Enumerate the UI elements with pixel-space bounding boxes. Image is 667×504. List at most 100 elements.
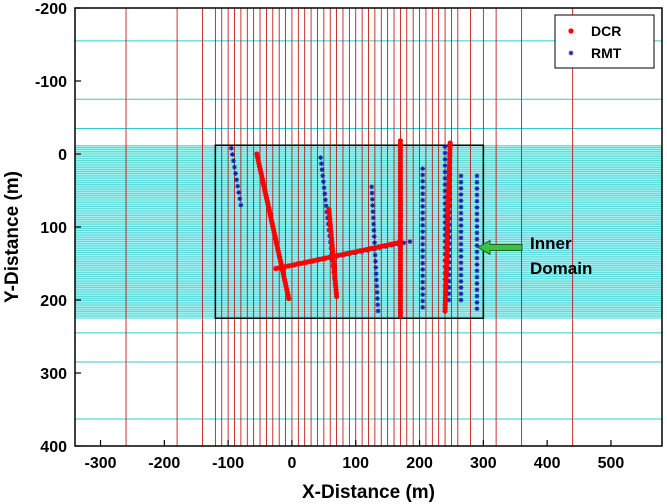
data-point-rmt — [474, 255, 480, 261]
data-point-rmt — [458, 235, 464, 241]
data-point-rmt — [407, 239, 413, 244]
data-point-rmt — [372, 240, 377, 246]
data-point-rmt — [318, 155, 324, 161]
data-point-rmt — [420, 178, 426, 184]
data-point-rmt — [458, 241, 464, 247]
data-point-dcr — [333, 293, 340, 299]
y-tick-label: 200 — [40, 293, 67, 310]
data-point-rmt — [474, 293, 480, 299]
data-point-rmt — [319, 167, 325, 173]
data-point-rmt — [370, 203, 376, 208]
data-point-rmt — [474, 192, 480, 198]
data-point-rmt — [474, 287, 480, 293]
data-point-rmt — [420, 279, 426, 285]
legend: DCR RMT — [554, 14, 655, 69]
data-point-rmt — [442, 156, 448, 162]
data-point-rmt — [233, 171, 238, 176]
x-tick-label: 200 — [406, 455, 433, 472]
y-tick-label: 100 — [40, 220, 67, 237]
data-point-rmt — [374, 289, 380, 295]
data-point-rmt — [474, 274, 480, 280]
x-axis-title: X-Distance (m) — [302, 482, 435, 503]
data-point-rmt — [234, 177, 240, 183]
data-point-rmt — [322, 191, 328, 197]
data-point-rmt — [474, 268, 480, 274]
data-point-rmt — [458, 216, 464, 222]
data-point-rmt — [474, 236, 480, 242]
data-point-rmt — [420, 267, 426, 272]
data-point-rmt — [420, 191, 426, 197]
data-point-rmt — [420, 298, 426, 304]
data-point-rmt — [420, 260, 426, 266]
series-dcr — [254, 138, 453, 319]
data-point-rmt — [474, 224, 480, 229]
data-point-rmt — [373, 258, 378, 264]
legend-label-dcr: DCR — [591, 23, 621, 39]
data-point-rmt — [458, 285, 464, 290]
data-point-rmt — [442, 144, 448, 150]
data-point-rmt — [458, 278, 464, 284]
data-point-rmt — [420, 248, 426, 253]
data-point-rmt — [323, 197, 328, 203]
inner-domain-annotation: Inner Domain — [477, 234, 592, 278]
data-point-rmt — [458, 173, 464, 179]
data-point-rmt — [374, 277, 379, 283]
y-tick-label: 300 — [40, 366, 67, 383]
data-point-rmt — [231, 158, 236, 164]
data-point-rmt — [320, 173, 326, 179]
data-point-rmt — [474, 230, 480, 236]
data-point-rmt — [318, 161, 324, 167]
data-point-rmt — [474, 198, 480, 204]
data-point-rmt — [420, 185, 426, 190]
data-point-rmt — [420, 241, 426, 247]
data-point-rmt — [458, 185, 464, 191]
data-point-dcr — [286, 295, 292, 302]
data-point-rmt — [442, 150, 448, 156]
data-point-rmt — [235, 183, 241, 189]
data-point-rmt — [458, 192, 464, 197]
annotation-text-domain: Domain — [530, 259, 592, 278]
data-point-rmt — [375, 302, 381, 308]
data-point-rmt — [374, 283, 380, 289]
data-point-rmt — [237, 196, 243, 202]
axis-ticks: -300 -200 -100 0 100 200 300 400 500 -200 -100 0 100… — [35, 1, 624, 472]
x-tick-label: 300 — [470, 455, 497, 472]
x-tick-label: -300 — [85, 455, 117, 472]
data-point-rmt — [321, 179, 326, 185]
data-point-rmt — [458, 198, 464, 204]
data-point-rmt — [369, 184, 375, 190]
data-point-rmt — [371, 227, 377, 233]
data-point-rmt — [323, 203, 329, 209]
data-point-rmt — [375, 296, 380, 301]
x-tick-label: 0 — [287, 455, 296, 472]
data-point-rmt — [369, 196, 375, 202]
data-point-rmt — [474, 300, 480, 305]
data-point-rmt — [474, 306, 480, 312]
data-point-rmt — [458, 254, 464, 259]
inner-domain-rect — [214, 144, 485, 319]
data-point-rmt — [474, 211, 480, 217]
data-point-rmt — [236, 190, 242, 195]
data-point-rmt — [420, 204, 426, 209]
x-tick-label: 400 — [534, 455, 561, 472]
x-tick-label: -200 — [148, 455, 180, 472]
data-point-rmt — [458, 204, 464, 210]
data-point-rmt — [442, 163, 448, 169]
data-point-rmt — [474, 249, 480, 255]
data-point-rmt — [474, 173, 480, 179]
data-point-rmt — [370, 215, 376, 221]
y-tick-label: -100 — [35, 74, 67, 91]
y-tick-label: 400 — [40, 439, 67, 456]
data-point-rmt — [420, 216, 426, 222]
data-point-rmt — [229, 152, 235, 157]
data-point-rmt — [420, 285, 426, 291]
x-tick-label: 100 — [342, 455, 369, 472]
data-point-rmt — [321, 185, 327, 191]
data-point-dcr — [442, 308, 448, 314]
data-point-rmt — [369, 190, 375, 196]
data-point-rmt — [442, 169, 448, 175]
legend-box — [554, 14, 655, 69]
data-point-rmt — [373, 271, 379, 277]
y-tick-label: -200 — [35, 1, 67, 18]
